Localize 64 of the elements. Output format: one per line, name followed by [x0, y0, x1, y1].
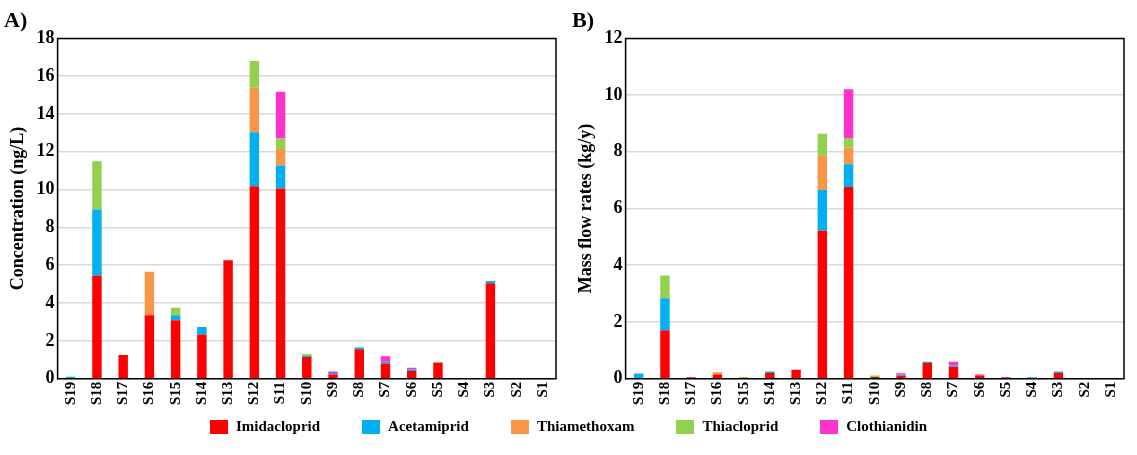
legend-label: Imidacloprid [235, 418, 321, 435]
x-tick-label: S2 [507, 381, 524, 398]
y-tick-label: 0 [45, 367, 55, 388]
y-tick-label: 6 [613, 197, 623, 218]
x-tick-label: S19 [629, 381, 646, 405]
y-tick-label: 8 [613, 140, 623, 161]
x-tick-label: S5 [428, 381, 445, 398]
x-tick-label: S8 [918, 381, 935, 398]
chart-title: B) [572, 6, 594, 32]
x-tick-label: S9 [323, 381, 340, 398]
x-tick-label: S10 [865, 381, 882, 405]
x-tick-label: S16 [140, 381, 157, 405]
x-tick-label: S2 [1075, 381, 1092, 398]
x-tick-label: S12 [813, 381, 830, 405]
y-tick-label: 16 [36, 64, 55, 85]
x-tick-label: S7 [944, 381, 961, 398]
legend-label: Thiacloprid [702, 418, 779, 435]
x-tick-label: S10 [297, 381, 314, 405]
x-tick-label: S6 [402, 381, 419, 398]
x-tick-label: S13 [218, 381, 235, 405]
x-tick-label: S8 [350, 381, 367, 398]
y-tick-label: 6 [45, 253, 55, 274]
y-tick-label: 2 [613, 310, 623, 331]
x-tick-label: S17 [114, 381, 131, 405]
x-tick-label: S4 [1023, 381, 1040, 398]
x-tick-label: S6 [970, 381, 987, 398]
y-tick-label: 10 [36, 178, 55, 199]
legend-label: Thiamethoxam [536, 418, 635, 435]
y-tick-label: 12 [36, 140, 55, 161]
y-tick-label: 10 [604, 83, 623, 104]
y-axis-title: Mass flow rates (kg/y) [575, 123, 597, 294]
y-tick-label: 12 [604, 27, 623, 48]
x-tick-label: S13 [786, 381, 803, 405]
x-tick-label: S17 [682, 381, 699, 405]
x-tick-label: S11 [839, 381, 856, 405]
x-tick-label: S12 [245, 381, 262, 405]
x-tick-label: S14 [192, 381, 209, 405]
y-tick-label: 4 [45, 291, 55, 312]
y-tick-label: 4 [613, 253, 623, 274]
x-tick-label: S14 [760, 381, 777, 405]
x-tick-label: S9 [891, 381, 908, 398]
x-tick-label: S7 [376, 381, 393, 398]
x-tick-label: S1 [533, 381, 550, 398]
y-tick-label: 2 [45, 329, 55, 350]
x-tick-label: S4 [455, 381, 472, 398]
x-tick-label: S1 [1101, 381, 1118, 398]
x-tick-label: S18 [87, 381, 104, 405]
x-tick-label: S19 [61, 381, 78, 405]
x-tick-label: S11 [271, 381, 288, 405]
legend-label: Clothianidin [846, 418, 928, 435]
y-axis-title: Concentration (ng/L) [7, 126, 29, 291]
y-tick-label: 8 [45, 216, 55, 237]
chart-title: A) [4, 6, 28, 32]
x-tick-label: S15 [166, 381, 183, 405]
x-tick-label: S3 [1049, 381, 1066, 398]
x-tick-label: S5 [996, 381, 1013, 398]
y-tick-label: 0 [613, 367, 623, 388]
x-tick-label: S18 [655, 381, 672, 405]
y-tick-label: 14 [36, 102, 55, 123]
x-tick-label: S16 [708, 381, 725, 405]
x-tick-label: S3 [481, 381, 498, 398]
y-tick-label: 18 [36, 27, 55, 48]
legend-label: Acetamiprid [388, 418, 469, 435]
x-tick-label: S15 [734, 381, 751, 405]
